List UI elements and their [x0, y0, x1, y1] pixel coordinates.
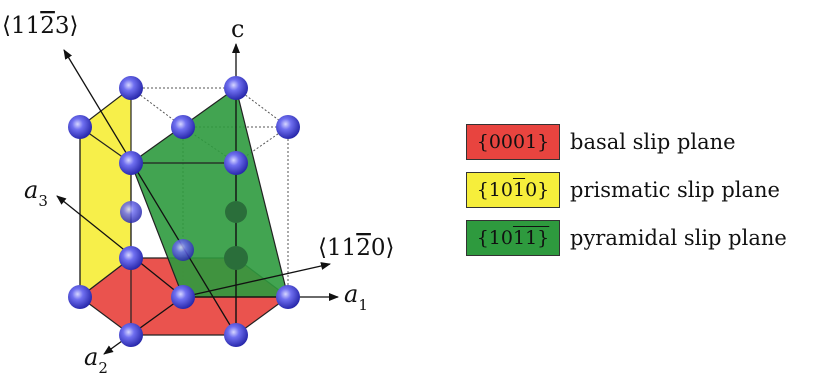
atom: [171, 115, 195, 139]
legend: {0001} basal slip plane {1010} prismatic…: [466, 118, 787, 262]
atom: [120, 201, 142, 223]
legend-item-prismatic: {1010} prismatic slip plane: [466, 166, 787, 214]
axis-a3: [56, 195, 184, 298]
legend-item-pyramidal: {1011} pyramidal slip plane: [466, 214, 787, 262]
atom: [172, 239, 194, 261]
atom: [119, 246, 143, 270]
atom: [225, 201, 247, 223]
swatch-basal: {0001}: [466, 124, 560, 160]
label-dir-1123: ⟨1123⟩: [2, 13, 79, 39]
miller-index: {0001}: [476, 131, 550, 153]
swatch-pyramidal: {1011}: [466, 220, 560, 256]
atom: [68, 115, 92, 139]
label-a3: a3: [24, 176, 48, 210]
axis-dir-1120: [182, 262, 331, 298]
legend-label: pyramidal slip plane: [570, 226, 787, 250]
atom: [224, 323, 248, 347]
legend-item-basal: {0001} basal slip plane: [466, 118, 787, 166]
atom: [68, 285, 92, 309]
axis-dir-1123: [63, 49, 237, 336]
label-dir-1120: ⟨1120⟩: [318, 235, 395, 261]
atom: [276, 285, 300, 309]
label-a1: a1: [344, 280, 368, 314]
atom: [224, 151, 248, 175]
miller-index: {1011}: [476, 227, 550, 249]
atoms: [68, 76, 300, 347]
atom: [119, 76, 143, 100]
swatch-prismatic: {1010}: [466, 172, 560, 208]
atom: [224, 246, 248, 270]
label-a2: a2: [84, 343, 108, 376]
legend-label: prismatic slip plane: [570, 178, 780, 202]
atom: [224, 76, 248, 100]
legend-label: basal slip plane: [570, 130, 736, 154]
atom: [276, 115, 300, 139]
atom: [171, 285, 195, 309]
miller-index: {1010}: [476, 179, 550, 201]
atom: [119, 323, 143, 347]
atom: [119, 151, 143, 175]
axes: [56, 43, 339, 355]
axis-a2: [103, 296, 184, 355]
label-c: c: [231, 15, 244, 43]
